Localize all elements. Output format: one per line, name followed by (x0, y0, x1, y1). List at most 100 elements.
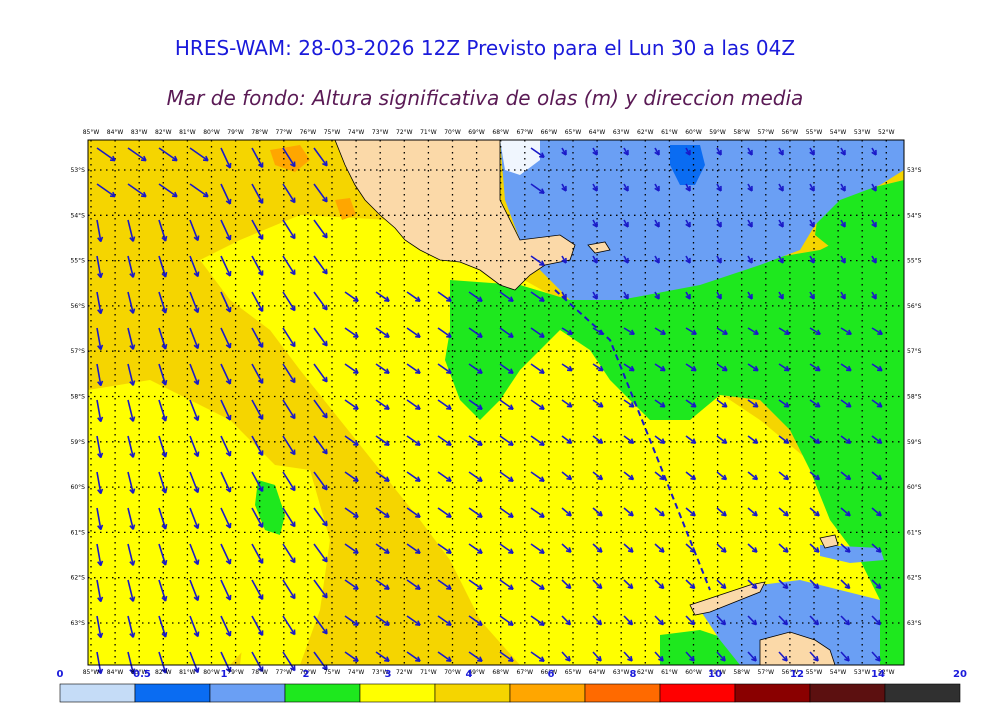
direction-vector (871, 579, 882, 589)
vector-arrowhead (477, 368, 483, 374)
vector-arrowhead (129, 632, 136, 638)
vector-arrowhead (193, 235, 200, 242)
vector-arrowhead (477, 548, 483, 554)
direction-vector (344, 471, 359, 482)
direction-vector (344, 543, 359, 554)
vector-arrowhead (257, 666, 264, 672)
vector-arrowhead (658, 583, 665, 590)
longitude-label: 74°W (348, 129, 365, 136)
vector-arrowhead (747, 221, 753, 228)
vector-arrowhead (876, 402, 883, 408)
direction-vector (499, 291, 514, 302)
direction-vector (313, 579, 328, 599)
vector-arrowhead (161, 379, 168, 386)
direction-vector (654, 579, 665, 589)
direction-vector (313, 183, 328, 203)
vector-arrowhead (415, 584, 421, 590)
vector-arrowhead (840, 221, 846, 228)
latitude-label: 61°S (71, 529, 86, 536)
vector-arrowhead (782, 655, 788, 662)
longitude-label: 54°W (830, 669, 847, 676)
direction-vector (840, 435, 852, 444)
direction-vector (344, 399, 359, 410)
direction-vector (96, 543, 102, 566)
direction-vector (282, 435, 296, 456)
direction-vectors (96, 147, 883, 675)
vector-arrowhead (129, 668, 136, 674)
vector-arrowhead (876, 474, 883, 481)
colorbar-tick-label: 12 (790, 669, 804, 680)
direction-vector (623, 507, 634, 517)
vector-arrowhead (384, 440, 390, 446)
vector-arrowhead (415, 332, 421, 338)
colorbar-segment (434, 683, 511, 703)
direction-vector (189, 183, 209, 198)
vector-arrowhead (539, 620, 545, 626)
vector-arrowhead (654, 293, 660, 300)
vector-arrowhead (322, 232, 328, 239)
longitude-label: 85°W (83, 129, 100, 136)
direction-vector (468, 399, 483, 410)
direction-vector (313, 435, 328, 455)
colorbar-tick-label: 8 (630, 669, 637, 680)
vector-arrowhead (384, 512, 390, 518)
vector-arrowhead (752, 510, 758, 517)
vector-arrowhead (257, 630, 264, 636)
direction-vector (282, 147, 296, 168)
field-lightblue-east (820, 545, 884, 563)
vector-arrowhead (193, 667, 200, 674)
longitude-label: 53°W (854, 669, 871, 676)
longitude-label: 80°W (203, 129, 220, 136)
vector-arrowhead (322, 268, 328, 275)
longitude-label: 62°W (637, 669, 654, 676)
vector-arrowhead (721, 402, 728, 408)
longitude-label: 55°W (806, 129, 823, 136)
longitude-label: 79°W (227, 669, 244, 676)
direction-vector (468, 615, 483, 626)
vector-arrowhead (161, 343, 168, 350)
direction-vector (747, 435, 759, 444)
vector-arrowhead (257, 198, 264, 204)
direction-vector (778, 435, 790, 444)
vector-arrowhead (129, 488, 136, 494)
direction-vector (313, 219, 328, 239)
vector-arrowhead (171, 191, 178, 198)
direction-vector (406, 363, 421, 374)
longitude-label: 53°W (854, 129, 871, 136)
longitude-label: 77°W (276, 129, 293, 136)
direction-vector (654, 471, 665, 481)
direction-vector (468, 363, 483, 374)
field-blue (670, 145, 705, 185)
vector-arrowhead (654, 221, 660, 228)
vector-arrowhead (97, 272, 104, 279)
direction-vector (499, 363, 514, 374)
direction-vector (406, 291, 421, 302)
vector-arrowhead (161, 559, 168, 566)
direction-vector (809, 435, 821, 444)
direction-vector (468, 471, 483, 482)
vector-arrowhead (161, 307, 168, 314)
vector-arrowhead (290, 341, 296, 348)
vector-arrowhead (322, 484, 328, 491)
vector-arrowhead (97, 236, 104, 243)
field-green-island (255, 480, 285, 535)
vector-arrowhead (813, 655, 819, 662)
vector-arrowhead (446, 440, 452, 446)
vector-arrowhead (161, 271, 168, 278)
direction-vector (282, 219, 296, 240)
direction-vector (344, 651, 359, 662)
vector-arrowhead (782, 583, 789, 590)
direction-vector (313, 147, 328, 167)
direction-vector (654, 543, 665, 553)
direction-vector (127, 543, 134, 566)
longitude-label: 52°W (878, 129, 895, 136)
direction-vector (406, 507, 421, 518)
vector-arrowhead (654, 149, 660, 156)
vector-arrowhead (508, 440, 514, 446)
direction-vector (158, 363, 167, 386)
vector-arrowhead (508, 332, 514, 338)
direction-vector (158, 219, 167, 242)
longitude-label: 60°W (685, 669, 702, 676)
direction-vector (406, 543, 421, 554)
direction-vector (282, 255, 296, 276)
